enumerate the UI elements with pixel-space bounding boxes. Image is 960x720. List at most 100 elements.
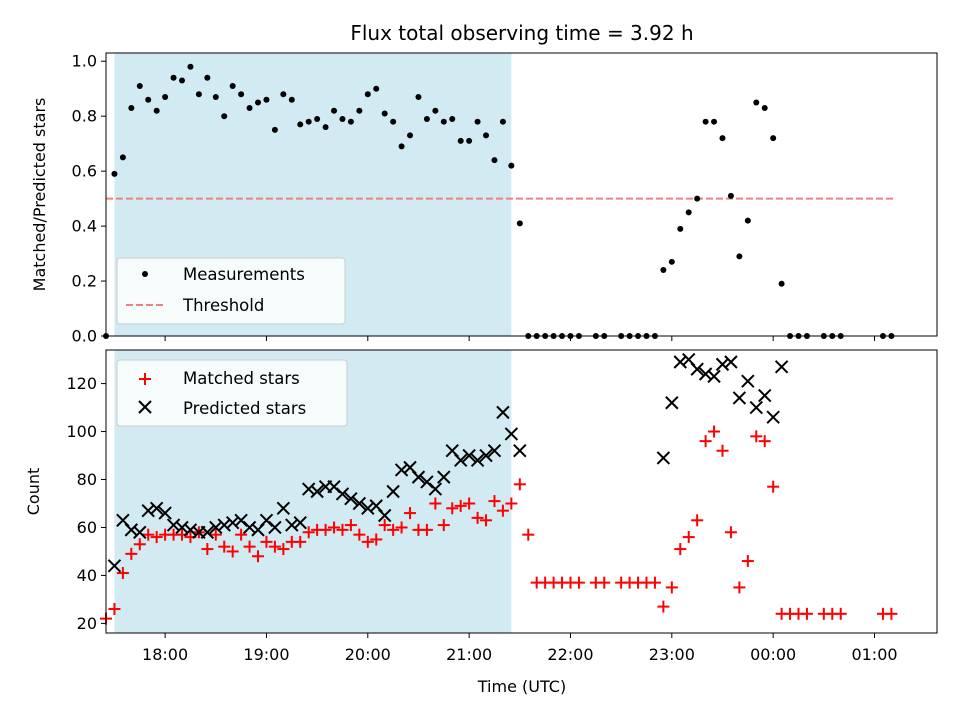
predicted-star-point	[496, 405, 510, 420]
measurement-point	[263, 96, 270, 103]
y-tick-label: 120	[66, 374, 97, 393]
matched-star-point	[370, 533, 383, 546]
predicted-star-point	[124, 523, 139, 537]
measurement-point	[314, 115, 321, 122]
bottom-legend: Matched stars Predicted stars	[116, 359, 348, 427]
measurement-point	[702, 118, 709, 125]
y-tick-label: 0.2	[72, 272, 97, 291]
x-tick-label: 19:00	[243, 645, 289, 664]
predicted-star-point	[470, 453, 485, 468]
predicted-star-point	[673, 355, 687, 369]
measurement-point	[761, 104, 768, 111]
top-panel: 0.0 0.2 0.4 0.6 0.8 1.0 Matched/Predicted sta…	[30, 52, 938, 346]
predicted-star-point	[411, 470, 426, 484]
measurement-point	[373, 85, 380, 92]
measurement-point	[119, 154, 126, 161]
legend-predicted-marker	[138, 400, 152, 414]
measurement-point	[685, 209, 692, 216]
measurement-point	[322, 124, 329, 131]
matched-star-point	[344, 519, 357, 532]
measurement-point	[415, 93, 422, 100]
y-tick-label: 0.6	[72, 162, 97, 181]
measurement-point	[466, 137, 473, 144]
measurement-point	[660, 267, 667, 274]
predicted-star-point	[386, 484, 400, 499]
x-tick-label: 22:00	[547, 645, 593, 664]
legend-matched-label: Matched stars	[183, 369, 300, 388]
matched-star-point	[691, 514, 704, 527]
measurement-point	[449, 115, 456, 122]
measurement-point	[778, 280, 785, 287]
matched-star-point	[496, 504, 509, 517]
matched-star-point	[741, 555, 754, 568]
measurement-point	[170, 74, 177, 81]
matched-star-point	[767, 480, 780, 493]
matched-star-point	[404, 507, 417, 520]
matched-star-point	[243, 540, 256, 553]
matched-star-point	[328, 521, 341, 534]
legend-threshold-label: Threshold	[182, 296, 264, 315]
predicted-star-point	[200, 525, 215, 539]
predicted-star-point	[774, 360, 789, 374]
matched-star-point	[800, 607, 813, 620]
predicted-star-point	[513, 444, 527, 458]
predicted-star-point	[209, 520, 223, 535]
measurement-point	[238, 91, 245, 98]
matched-star-point	[125, 547, 138, 560]
predicted-star-point	[707, 369, 721, 384]
predicted-star-point	[225, 515, 240, 530]
predicted-star-point	[361, 501, 375, 515]
predicted-star-point	[335, 487, 350, 501]
measurement-point	[491, 157, 498, 164]
measurement-point	[297, 121, 304, 128]
measurement-point	[356, 107, 363, 114]
matched-star-point	[353, 528, 366, 541]
matched-star-point	[209, 528, 222, 541]
predicted-star-point	[665, 396, 679, 410]
matched-star-point	[361, 535, 374, 548]
matched-star-point	[420, 523, 433, 536]
measurement-point	[694, 195, 701, 202]
predicted-star-point	[268, 520, 282, 535]
matched-star-point	[758, 435, 771, 448]
matched-star-point	[387, 523, 400, 536]
matched-star-point	[648, 576, 661, 589]
matched-star-point	[513, 478, 526, 491]
top-x-axis-ticks	[164, 336, 876, 341]
measurement-point	[381, 110, 388, 117]
measurement-point	[111, 170, 118, 177]
predicted-star-point	[107, 559, 122, 573]
matched-star-point	[201, 543, 214, 556]
matched-star-point	[218, 540, 231, 553]
predicted-star-point	[690, 362, 704, 376]
legend-measurements-label: Measurements	[183, 265, 305, 284]
measurement-point	[305, 118, 312, 125]
measurement-point	[744, 217, 751, 224]
y-tick-label: 0.0	[72, 327, 97, 346]
predicted-star-point	[487, 444, 502, 458]
predicted-star-point	[166, 518, 181, 532]
measurement-point	[423, 115, 430, 122]
bottom-y-axis-label: Count	[24, 468, 43, 516]
y-tick-label: 0.4	[72, 217, 97, 236]
top-legend: Measurements Threshold	[116, 257, 346, 325]
matched-star-point	[750, 430, 763, 443]
measurement-point	[331, 107, 338, 114]
y-tick-label: 60	[77, 518, 97, 537]
predicted-star-point	[377, 508, 392, 523]
bottom-panel: 20 40 60 80 100 120 18:00 19:00 20:00 21:00 22:00…	[24, 349, 938, 696]
measurement-point	[187, 63, 194, 70]
matched-star-point	[724, 526, 737, 539]
top-plot-frame	[105, 52, 938, 337]
matched-star-point	[480, 514, 493, 527]
predicted-star-point	[766, 410, 780, 424]
matched-star-point	[268, 540, 281, 553]
measurement-point	[339, 115, 346, 122]
measurement-point	[432, 107, 439, 114]
matched-star-point	[235, 528, 248, 541]
measurement-point	[195, 91, 202, 98]
measurement-point	[128, 104, 135, 111]
x-tick-label: 23:00	[649, 645, 695, 664]
predicted-stars-points	[107, 352, 789, 573]
